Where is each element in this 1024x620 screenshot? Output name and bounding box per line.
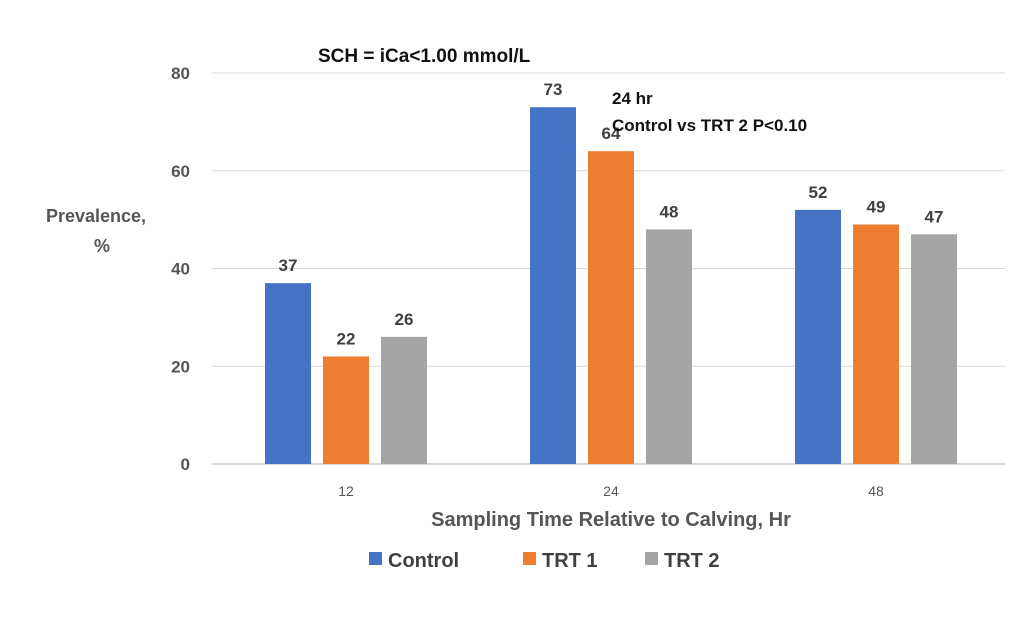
bar [646, 229, 692, 464]
data-label: 47 [925, 207, 944, 226]
y-tick-label: 20 [171, 357, 190, 376]
data-label: 37 [279, 256, 298, 275]
x-tick-label: 24 [603, 483, 619, 499]
data-label: 26 [395, 310, 414, 329]
data-label: 49 [867, 198, 886, 217]
y-tick-label: 40 [171, 260, 190, 279]
bar [588, 151, 634, 464]
bar [853, 224, 899, 464]
data-label: 52 [809, 183, 828, 202]
legend-label-trt1: TRT 1 [542, 550, 598, 572]
x-axis-ticks: 12 24 48 [338, 483, 884, 499]
annotation-line-2: Control vs TRT 2 P<0.10 [612, 116, 807, 135]
legend-label-control: Control [388, 550, 459, 572]
y-tick-label: 0 [181, 455, 190, 474]
bar [265, 283, 311, 464]
data-label: 22 [337, 329, 356, 348]
y-tick-label: 80 [171, 64, 190, 83]
bar [530, 107, 576, 465]
bar [911, 234, 957, 464]
legend: Control TRT 1 TRT 2 [369, 550, 720, 572]
y-axis-ticks: 0 20 40 60 80 [171, 64, 190, 474]
bar [795, 209, 841, 464]
data-label: 73 [544, 80, 563, 99]
x-tick-label: 12 [338, 483, 354, 499]
legend-swatch-control [369, 552, 382, 565]
y-axis-label-line-1: Prevalence, [46, 206, 146, 226]
data-label: 48 [660, 202, 679, 221]
x-axis-label: Sampling Time Relative to Calving, Hr [431, 509, 791, 531]
legend-swatch-trt1 [523, 552, 536, 565]
x-tick-label: 48 [868, 483, 884, 499]
data-label: 64 [602, 124, 621, 143]
data-labels: 37 73 52 22 64 49 26 48 47 [279, 80, 944, 348]
y-tick-label: 60 [171, 162, 190, 181]
bar [381, 336, 427, 464]
y-axis-label-line-2: % [94, 236, 110, 256]
chart-title: SCH = iCa<1.00 mmol/L [318, 46, 531, 67]
annotation-line-1: 24 hr [612, 89, 653, 108]
legend-swatch-trt2 [645, 552, 658, 565]
legend-label-trt2: TRT 2 [664, 550, 720, 572]
bars [265, 107, 957, 465]
bar [323, 356, 369, 464]
